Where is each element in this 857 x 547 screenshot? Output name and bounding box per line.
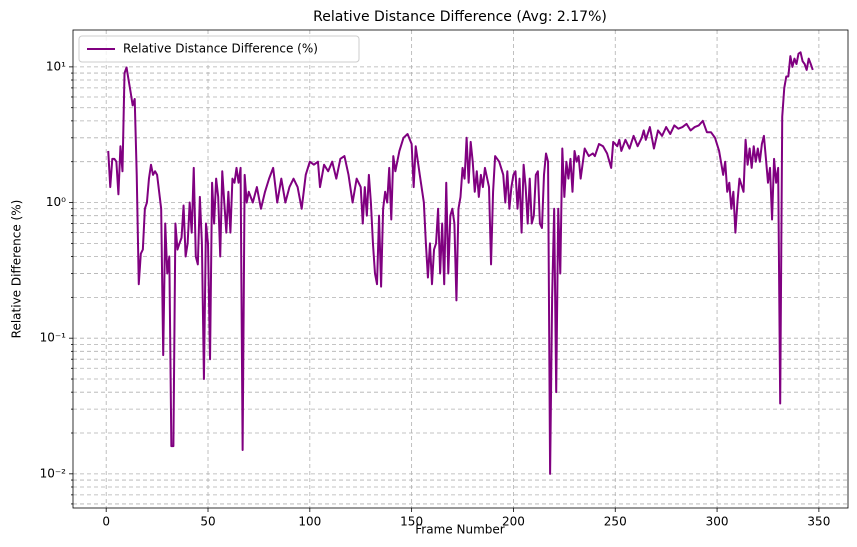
y-axis-label: Relative Difference (%) bbox=[10, 200, 24, 339]
x-tick-label: 350 bbox=[807, 515, 830, 529]
legend-box bbox=[78, 35, 360, 63]
x-tick-label: 250 bbox=[604, 515, 627, 529]
x-axis-label: Frame Number bbox=[415, 523, 504, 537]
plot-frame bbox=[72, 29, 849, 509]
y-tick-label: 10⁻¹ bbox=[40, 331, 67, 345]
x-tick-label: 50 bbox=[200, 515, 215, 529]
x-tick-label: 150 bbox=[400, 515, 423, 529]
y-tick-label: 10⁰ bbox=[46, 195, 66, 209]
x-tick-label: 100 bbox=[298, 515, 321, 529]
legend-label: Relative Distance Difference (%) bbox=[123, 42, 318, 56]
x-tick-label: 0 bbox=[102, 515, 110, 529]
x-tick-label: 200 bbox=[502, 515, 525, 529]
chart-title: Relative Distance Difference (Avg: 2.17%… bbox=[313, 9, 607, 25]
data-line bbox=[107, 51, 814, 475]
y-tick-label: 10⁻² bbox=[40, 466, 67, 480]
y-tick-label: 10¹ bbox=[46, 59, 66, 73]
x-tick-label: 300 bbox=[706, 515, 729, 529]
